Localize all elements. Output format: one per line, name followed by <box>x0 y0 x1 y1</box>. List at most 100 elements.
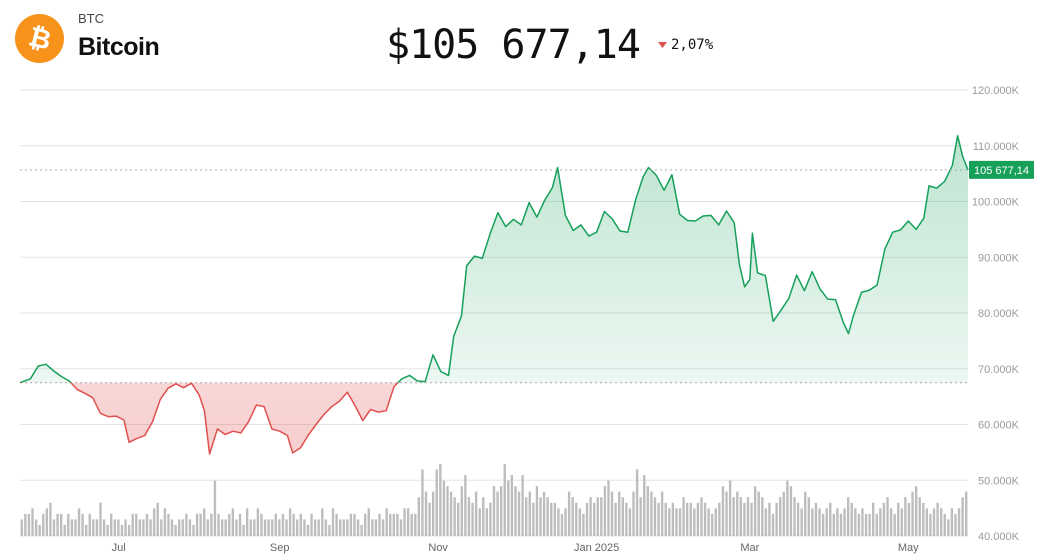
volume-bar <box>922 502 925 536</box>
volume-bar <box>603 486 607 536</box>
price-chart[interactable]: 120.000K 110.000K 100.000K 90.000K 80.000K 70… <box>0 70 1039 559</box>
volume-bar <box>474 491 478 536</box>
volume-bar <box>911 491 914 536</box>
volume-bar <box>467 497 471 536</box>
volume-bar <box>271 519 274 536</box>
volume-bar <box>138 519 142 536</box>
volume-bar <box>27 513 31 536</box>
volume-bar <box>328 524 331 536</box>
volume-bar <box>932 508 936 536</box>
volume-bar <box>567 491 571 536</box>
volume-bar <box>346 519 349 536</box>
volume-bar <box>510 475 514 536</box>
volume-bar <box>693 508 696 536</box>
volume-bar <box>793 497 796 536</box>
volume-bar <box>364 513 367 536</box>
volume-bar <box>925 508 929 536</box>
volume-bar <box>34 519 38 536</box>
volume-bar <box>313 519 317 536</box>
volume-bar <box>131 513 134 536</box>
volume-bar <box>206 519 209 536</box>
volume-bar <box>102 519 106 536</box>
volume-bar <box>117 519 120 536</box>
volume-bar <box>274 513 277 536</box>
volume-bar <box>142 519 145 536</box>
volume-bar <box>156 502 159 536</box>
price-line-up <box>19 134 969 383</box>
volume-bar <box>492 486 496 536</box>
volume-bar <box>961 497 964 536</box>
volume-bar <box>635 469 639 536</box>
volume-bar <box>582 513 585 536</box>
volume-bar <box>403 508 406 536</box>
volume-bar <box>539 497 542 536</box>
volume-bar <box>864 513 868 536</box>
volume-bar <box>897 502 900 536</box>
volume-bar <box>331 508 335 536</box>
volume-bar <box>52 519 56 536</box>
volume-bar <box>378 513 381 536</box>
volume-bar <box>875 513 878 536</box>
volume-bar <box>435 469 438 536</box>
volume-bar <box>707 508 710 536</box>
volume-bar <box>943 513 946 536</box>
current-price-label: 105 677,14 <box>974 165 1029 177</box>
volume-bar <box>152 508 156 536</box>
volume-bar <box>110 513 113 536</box>
volume-bar <box>643 475 646 536</box>
volume-bar <box>503 464 506 536</box>
volume-bar <box>371 519 374 536</box>
volume-bar <box>918 497 921 536</box>
volume-bar <box>310 513 313 536</box>
volume-bar <box>818 508 821 536</box>
volume-bar <box>281 513 285 536</box>
volume-bar <box>124 519 127 536</box>
volume-bar <box>321 508 324 536</box>
volume-bar <box>868 513 871 536</box>
volume-bar <box>768 502 771 536</box>
volume-bar <box>950 508 954 536</box>
volume-bar <box>521 475 524 536</box>
volume-bar <box>789 486 793 536</box>
volume-bar <box>746 497 750 536</box>
volume-bar <box>424 491 428 536</box>
volume-bar <box>228 513 231 536</box>
volume-bar <box>761 497 764 536</box>
y-tick-label: 80.000K <box>978 308 1020 320</box>
volume-bar <box>914 486 918 536</box>
volume-bar <box>639 497 642 536</box>
volume-bar <box>446 486 449 536</box>
volume-bar <box>67 513 70 536</box>
volume-bar <box>532 502 535 536</box>
volume-bar <box>253 519 256 536</box>
volume-bar <box>775 502 778 536</box>
current-price: $105 677,14 <box>386 22 641 68</box>
volume-bar <box>600 497 603 536</box>
volume-bar <box>550 502 553 536</box>
volume-bar <box>786 480 789 536</box>
x-tick-label: Nov <box>428 542 448 554</box>
volume-bar <box>31 508 34 536</box>
volume-bar <box>872 502 875 536</box>
volume-bar <box>245 508 249 536</box>
volume-bar <box>596 497 599 536</box>
volume-bar <box>889 508 893 536</box>
volume-bar <box>188 519 192 536</box>
volume-bar <box>653 497 657 536</box>
volume-bar <box>496 491 499 536</box>
volume-bar <box>263 519 267 536</box>
volume-bar <box>88 513 91 536</box>
volume-bar <box>725 491 728 536</box>
volume-bar <box>947 519 950 536</box>
price-change: 2,07% <box>658 37 713 53</box>
volume-bar <box>721 486 725 536</box>
volume-bar <box>657 502 660 536</box>
volume-bar <box>453 497 456 536</box>
volume-bar <box>886 497 889 536</box>
volume-bar <box>528 491 531 536</box>
volume-bar <box>578 508 582 536</box>
volume-bar <box>42 513 45 536</box>
asset-ticker: BTC <box>78 11 104 26</box>
volume-bar <box>296 519 299 536</box>
volume-bar <box>557 508 560 536</box>
